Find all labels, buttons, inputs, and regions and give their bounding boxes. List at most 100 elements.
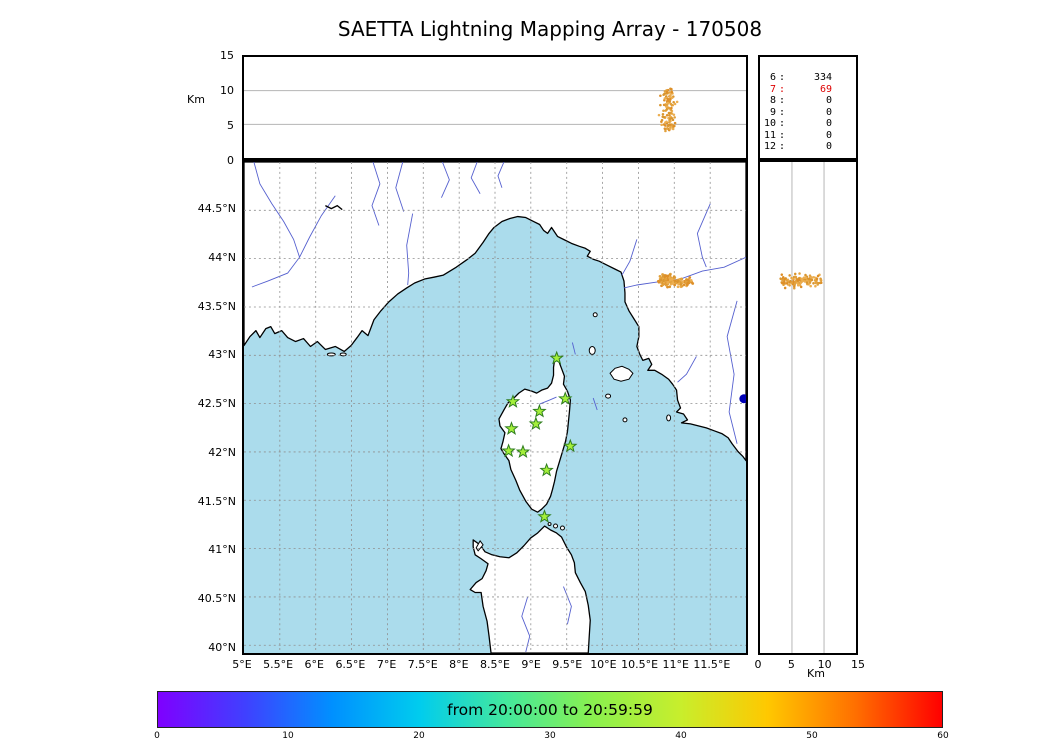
lightning-point: [794, 275, 798, 279]
alt-lon-ytick-label: 5: [227, 119, 234, 132]
river: [677, 356, 697, 383]
stats-colon: :: [778, 118, 786, 129]
station-star: [505, 394, 521, 408]
lightning-point: [672, 100, 675, 104]
lightning-point: [673, 102, 677, 106]
lightning-point: [663, 97, 667, 100]
lightning-point: [670, 106, 673, 110]
lightning-point: [809, 284, 812, 288]
lightning-point: [669, 117, 672, 120]
landmasses: [244, 162, 746, 653]
lightning-point: [800, 277, 803, 281]
lightning-point: [665, 120, 668, 123]
colorbar-tick-label: 10: [282, 731, 294, 741]
map-graticule: [244, 162, 746, 653]
lightning-point: [791, 277, 794, 281]
island-port-cros: [339, 352, 347, 357]
river: [395, 162, 405, 212]
lightning-point: [663, 90, 667, 93]
stats-row: 11: 0: [760, 130, 856, 142]
lightning-point: [680, 284, 684, 288]
lightning-point: [793, 272, 797, 276]
lon-tick-label: 10.5°E: [621, 658, 659, 671]
lightning-point: [664, 103, 668, 106]
lightning-point: [785, 282, 789, 285]
lightning-point: [783, 280, 786, 284]
lon-tick-label: 8°E: [449, 658, 469, 671]
lightning-point: [669, 127, 672, 130]
lightning-point: [788, 274, 791, 277]
lightning-point: [818, 281, 822, 285]
lightning-point: [667, 111, 671, 115]
river: [251, 162, 301, 288]
lightning-point: [666, 274, 670, 278]
lightning-point: [660, 123, 663, 127]
stats-station-count: 9: [769, 106, 776, 118]
lightning-point: [671, 103, 674, 107]
river: [726, 300, 738, 444]
river: [470, 162, 481, 194]
island-elba: [609, 365, 634, 382]
lightning-point: [793, 282, 797, 286]
lightning-point: [671, 118, 675, 122]
lightning-point: [662, 93, 665, 97]
lightning-point: [686, 278, 690, 282]
lightning-point: [819, 278, 823, 282]
coast-mainland: [244, 162, 746, 462]
island-giglio: [666, 414, 672, 422]
coast-sardinia: [469, 525, 591, 653]
lightning-point: [675, 100, 679, 104]
lightning-point: [666, 99, 670, 102]
lat-tick-label: 41.5°N: [197, 494, 236, 508]
stats-source-count: 0: [825, 129, 832, 141]
lightning-point: [816, 274, 820, 278]
alt-lon-ytick-label: 0: [227, 154, 234, 167]
lightning-point: [671, 127, 675, 131]
lightning-point: [667, 123, 670, 127]
lightning-point: [803, 280, 806, 283]
lon-tick-label: 9.5°E: [552, 658, 583, 671]
lat-tick-label: 43°N: [208, 348, 236, 362]
lightning-point: [783, 277, 787, 281]
lightning-point: [660, 120, 663, 123]
stats-colon: :: [778, 83, 786, 95]
lightning-point: [659, 278, 663, 282]
lat-tick-label: 42.5°N: [197, 397, 236, 411]
lightning-point: [815, 277, 819, 281]
lightning-point: [688, 276, 692, 279]
stats-row: 12: 0: [760, 141, 856, 153]
lightning-point: [665, 127, 669, 130]
station-star: [537, 509, 552, 523]
lightning-point: [668, 285, 672, 289]
lightning-point: [667, 107, 670, 110]
river: [539, 396, 557, 405]
lightning-point: [815, 280, 818, 283]
lightning-point: [796, 281, 799, 285]
lightning-point: [674, 281, 678, 285]
lon-tick-label: 6°E: [304, 658, 324, 671]
lightning-point: [804, 273, 807, 277]
lightning-point: [799, 281, 802, 285]
alt-lat-xtick-label: 15: [851, 658, 865, 671]
stats-row: 10: 0: [760, 118, 856, 130]
station-star: [515, 444, 531, 459]
lightning-point: [812, 282, 815, 285]
lightning-point: [664, 129, 667, 133]
map-plot: [244, 162, 746, 653]
alt-lat-xtick-label: 0: [754, 658, 762, 671]
station-star: [549, 350, 564, 365]
river: [621, 239, 638, 276]
lightning-point: [670, 87, 673, 91]
lightning-point: [665, 113, 669, 117]
lightning-point: [666, 101, 670, 105]
lightning-point: [661, 115, 665, 118]
stats-station-count: 10: [763, 118, 776, 129]
lat-tick-label: 42°N: [208, 445, 236, 459]
lightning-point: [790, 281, 793, 284]
river: [696, 203, 711, 268]
stats-colon: :: [778, 106, 786, 118]
lightning-point: [665, 105, 668, 108]
colorbar-tick-label: 20: [413, 731, 425, 741]
lightning-point: [661, 112, 665, 116]
lightning-point: [672, 124, 675, 128]
